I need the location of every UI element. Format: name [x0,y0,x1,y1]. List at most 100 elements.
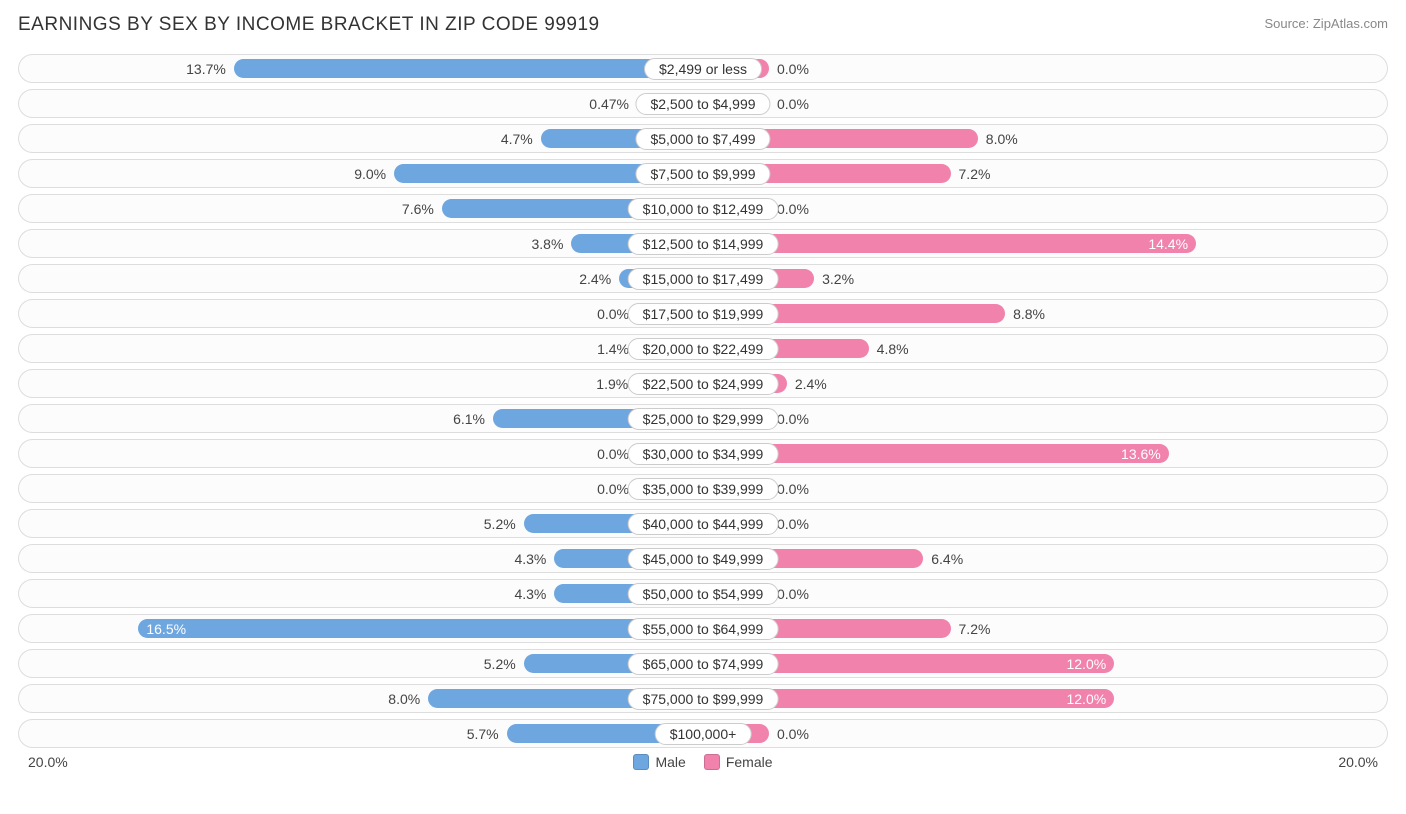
row-left: 7.6% [18,194,703,223]
chart-row: 5.7%0.0%$100,000+ [18,719,1388,748]
category-pill: $50,000 to $54,999 [628,583,779,605]
row-left: 0.0% [18,474,703,503]
row-right: 0.0% [703,509,1388,538]
legend-item-male: Male [633,754,685,770]
chart-row: 0.0% 0.0%$35,000 to $39,999 [18,474,1388,503]
female-value: 6.4% [931,551,963,567]
chart-title: EARNINGS BY SEX BY INCOME BRACKET IN ZIP… [18,14,600,36]
male-value: 0.0% [597,306,629,322]
chart-row: 4.3%0.0%$50,000 to $54,999 [18,579,1388,608]
row-right: 7.2% [703,614,1388,643]
row-right: 7.2% [703,159,1388,188]
chart-row: 0.0%8.8%$17,500 to $19,999 [18,299,1388,328]
chart-row: 1.4%4.8%$20,000 to $22,499 [18,334,1388,363]
chart-row: 0.47% 0.0% $2,500 to $4,999 [18,89,1388,118]
category-pill: $2,499 or less [644,58,762,80]
row-right: 2.4% [703,369,1388,398]
male-value: 5.2% [484,656,516,672]
chart-footer: 20.0% Male Female 20.0% [18,754,1388,770]
row-left: 8.0% [18,684,703,713]
female-value: 13.6% [1121,446,1161,462]
row-right: 0.0% [703,89,1388,118]
category-pill: $20,000 to $22,499 [628,338,779,360]
category-pill: $7,500 to $9,999 [635,163,770,185]
male-bar: 16.5% [138,619,701,638]
row-right: 0.0% [703,194,1388,223]
legend-swatch-male [633,754,649,770]
row-left: 3.8% [18,229,703,258]
male-value: 1.4% [597,341,629,357]
female-value: 2.4% [795,376,827,392]
chart-row: 2.4%3.2%$15,000 to $17,499 [18,264,1388,293]
category-pill: $12,500 to $14,999 [628,233,779,255]
row-right: 0.0% [703,719,1388,748]
male-value: 3.8% [532,236,564,252]
legend-label-female: Female [726,754,773,770]
male-bar: 13.7% [234,59,701,78]
diverging-bar-chart: 13.7% 0.0% $2,499 or less 0.47% 0.0% $2,500 t… [18,54,1388,748]
chart-row: 3.8% 14.4% $12,500 to $14,999 [18,229,1388,258]
row-right: 0.0% [703,54,1388,83]
category-pill: $22,500 to $24,999 [628,373,779,395]
male-value: 8.0% [388,691,420,707]
row-left: 4.3% [18,544,703,573]
female-value: 7.2% [959,621,991,637]
row-left: 1.4% [18,334,703,363]
category-pill: $35,000 to $39,999 [628,478,779,500]
chart-row: 5.2%12.0%$65,000 to $74,999 [18,649,1388,678]
female-value: 0.0% [777,96,809,112]
legend-item-female: Female [704,754,773,770]
male-value: 5.2% [484,516,516,532]
row-right: 12.0% [703,684,1388,713]
row-left: 9.0% [18,159,703,188]
female-value: 0.0% [777,61,809,77]
female-value: 8.0% [986,131,1018,147]
female-value: 14.4% [1148,236,1188,252]
row-left: 5.7% [18,719,703,748]
row-left: 5.2% [18,509,703,538]
female-value: 0.0% [777,481,809,497]
female-value: 0.0% [777,411,809,427]
female-bar: 14.4% [705,234,1196,253]
legend: Male Female [633,754,772,770]
male-value: 0.47% [589,96,629,112]
male-value: 7.6% [402,201,434,217]
male-value: 6.1% [453,411,485,427]
category-pill: $65,000 to $74,999 [628,653,779,675]
male-value: 9.0% [354,166,386,182]
category-pill: $55,000 to $64,999 [628,618,779,640]
row-right: 8.8% [703,299,1388,328]
category-pill: $2,500 to $4,999 [635,93,770,115]
axis-max-left: 20.0% [18,754,633,770]
row-left: 6.1% [18,404,703,433]
male-value: 13.7% [186,61,226,77]
chart-row: 5.2% 0.0%$40,000 to $44,999 [18,509,1388,538]
chart-row: 1.9% 2.4% $22,500 to $24,999 [18,369,1388,398]
source-attribution: Source: ZipAtlas.com [1264,16,1388,31]
male-value: 1.9% [596,376,628,392]
category-pill: $45,000 to $49,999 [628,548,779,570]
row-left: 5.2% [18,649,703,678]
row-left: 0.0% [18,299,703,328]
male-value: 16.5% [146,621,186,637]
row-left: 2.4% [18,264,703,293]
row-left: 1.9% [18,369,703,398]
female-value: 12.0% [1066,691,1106,707]
row-left: 4.7% [18,124,703,153]
chart-row: 6.1%0.0%$25,000 to $29,999 [18,404,1388,433]
row-right: 0.0% [703,474,1388,503]
chart-row: 16.5% 7.2% $55,000 to $64,999 [18,614,1388,643]
row-right: 8.0% [703,124,1388,153]
female-value: 8.8% [1013,306,1045,322]
legend-swatch-female [704,754,720,770]
male-value: 0.0% [597,446,629,462]
row-right: 14.4% [703,229,1388,258]
category-pill: $10,000 to $12,499 [628,198,779,220]
category-pill: $15,000 to $17,499 [628,268,779,290]
chart-row: 7.6% 0.0%$10,000 to $12,499 [18,194,1388,223]
female-value: 0.0% [777,726,809,742]
header: EARNINGS BY SEX BY INCOME BRACKET IN ZIP… [18,14,1388,36]
category-pill: $40,000 to $44,999 [628,513,779,535]
chart-row: 0.0%13.6%$30,000 to $34,999 [18,439,1388,468]
male-value: 4.3% [514,586,546,602]
